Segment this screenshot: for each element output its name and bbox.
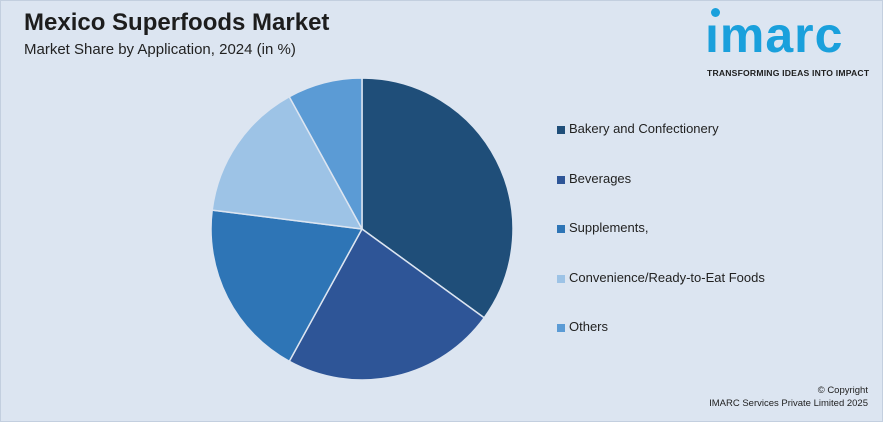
legend-swatch xyxy=(557,175,565,184)
legend-label: Beverages xyxy=(569,170,632,186)
legend-swatch xyxy=(557,225,565,233)
pie-slice-3 xyxy=(211,95,364,230)
legend-label: Others xyxy=(569,319,609,334)
legend-swatch xyxy=(557,126,565,134)
legend-label: Bakery and Confectionery xyxy=(569,121,719,136)
imarc-logo: ımarc TRANSFORMING IDEAS INTO IMPACT xyxy=(705,7,877,81)
legend-label: Convenience/Ready-to-Eat Foods xyxy=(569,269,765,285)
logo-wordmark: ımarc xyxy=(705,7,844,63)
legend-label: Supplements, xyxy=(569,220,649,235)
legend-swatch xyxy=(557,324,565,332)
copyright-line-2: IMARC Services Private Limited 2025 xyxy=(709,398,868,409)
pie-slice-0 xyxy=(361,77,514,319)
pie-slice-2 xyxy=(210,209,364,363)
chart-title: Mexico Superfoods Market xyxy=(24,9,330,36)
copyright-notice: © Copyright IMARC Services Private Limit… xyxy=(709,384,868,410)
logo-dot-icon xyxy=(711,8,720,17)
pie-slice-1 xyxy=(288,227,486,381)
chart-subtitle: Market Share by Application, 2024 (in %) xyxy=(24,41,296,58)
copyright-line-1: © Copyright xyxy=(817,385,868,396)
pie-slice-4 xyxy=(288,77,363,230)
logo-tagline: TRANSFORMING IDEAS INTO IMPACT xyxy=(707,68,870,78)
legend-swatch xyxy=(557,274,565,283)
